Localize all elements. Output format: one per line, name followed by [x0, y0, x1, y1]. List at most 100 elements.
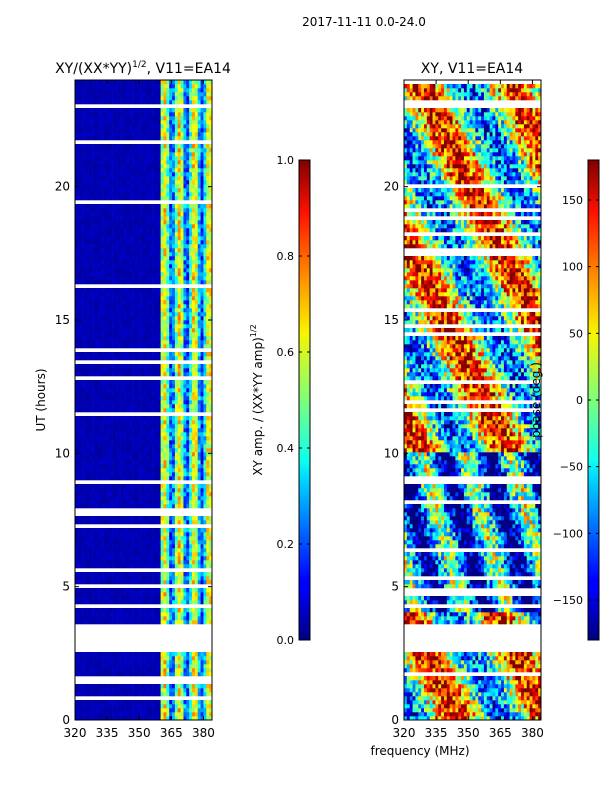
heatmap-cell	[112, 224, 115, 228]
heatmap-cell	[189, 276, 192, 280]
heatmap-cell	[124, 616, 127, 620]
heatmap-cell	[81, 564, 84, 568]
heatmap-cell	[126, 288, 129, 292]
heatmap-cell	[163, 300, 166, 304]
heatmap-cell	[198, 556, 201, 560]
heatmap-cell	[84, 232, 87, 236]
heatmap-cell	[81, 532, 84, 536]
heatmap-cell	[155, 456, 158, 460]
heatmap-cell	[138, 440, 141, 444]
heatmap-cell	[198, 520, 201, 524]
heatmap-cell	[106, 272, 109, 276]
heatmap-cell	[84, 656, 87, 660]
heatmap-cell	[155, 576, 158, 580]
heatmap-cell	[158, 600, 161, 604]
heatmap-cell	[78, 280, 81, 284]
heatmap-cell	[135, 556, 138, 560]
heatmap-cell	[81, 272, 84, 276]
heatmap-cell	[201, 588, 204, 592]
heatmap-cell	[138, 424, 141, 428]
heatmap-cell	[109, 660, 112, 664]
heatmap-cell	[86, 320, 89, 324]
heatmap-cell	[115, 432, 118, 436]
heatmap-cell	[92, 672, 95, 676]
heatmap-cell	[95, 612, 98, 616]
heatmap-cell	[135, 280, 138, 284]
heatmap-cell	[78, 616, 81, 620]
heatmap-cell	[183, 396, 186, 400]
heatmap-cell	[95, 240, 98, 244]
heatmap-cell	[101, 244, 104, 248]
heatmap-cell	[166, 372, 169, 376]
heatmap-cell	[126, 216, 129, 220]
heatmap-cell	[181, 436, 184, 440]
heatmap-cell	[158, 660, 161, 664]
heatmap-cell	[132, 268, 135, 272]
heatmap-cell	[104, 404, 107, 408]
heatmap-cell	[98, 344, 101, 348]
heatmap-cell	[101, 444, 104, 448]
heatmap-cell	[186, 548, 189, 552]
heatmap-cell	[203, 556, 206, 560]
heatmap-cell	[101, 520, 104, 524]
heatmap-cell	[81, 232, 84, 236]
heatmap-cell	[186, 704, 189, 708]
heatmap-cell	[104, 320, 107, 324]
heatmap-cell	[106, 340, 109, 344]
heatmap-cell	[161, 488, 164, 492]
heatmap-cell	[129, 368, 132, 372]
heatmap-cell	[95, 700, 98, 704]
heatmap-cell	[206, 552, 209, 556]
heatmap-cell	[181, 536, 184, 540]
heatmap-cell	[92, 540, 95, 544]
heatmap-cell	[121, 600, 124, 604]
heatmap-cell	[195, 552, 198, 556]
heatmap-cell	[149, 572, 152, 576]
heatmap-cell	[203, 684, 206, 688]
heatmap-cell	[183, 452, 186, 456]
heatmap-cell	[155, 452, 158, 456]
heatmap-cell	[206, 224, 209, 228]
heatmap-cell	[175, 416, 178, 420]
heatmap-cell	[189, 320, 192, 324]
heatmap-cell	[132, 404, 135, 408]
heatmap-cell	[186, 268, 189, 272]
heatmap-cell	[126, 544, 129, 548]
heatmap-cell	[95, 248, 98, 252]
heatmap-cell	[166, 216, 169, 220]
heatmap-cell	[169, 496, 172, 500]
heatmap-cell	[155, 324, 158, 328]
heatmap-cell	[118, 368, 121, 372]
heatmap-cell	[198, 608, 201, 612]
heatmap-cell	[118, 268, 121, 272]
heatmap-cell	[175, 356, 178, 360]
heatmap-cell	[172, 528, 175, 532]
heatmap-cell	[115, 352, 118, 356]
heatmap-cell	[172, 464, 175, 468]
heatmap-cell	[192, 320, 195, 324]
heatmap-cell	[104, 704, 107, 708]
heatmap-cell	[115, 356, 118, 360]
heatmap-cell	[152, 608, 155, 612]
heatmap-cell	[201, 400, 204, 404]
heatmap-cell	[152, 548, 155, 552]
heatmap-cell	[104, 472, 107, 476]
heatmap-cell	[129, 660, 132, 664]
heatmap-cell	[192, 396, 195, 400]
heatmap-cell	[121, 280, 124, 284]
heatmap-cell	[198, 468, 201, 472]
heatmap-cell	[121, 344, 124, 348]
heatmap-cell	[135, 384, 138, 388]
heatmap-cell	[132, 492, 135, 496]
heatmap-cell	[109, 672, 112, 676]
heatmap-cell	[146, 408, 149, 412]
heatmap-cell	[124, 424, 127, 428]
heatmap-cell	[98, 252, 101, 256]
heatmap-cell	[172, 364, 175, 368]
heatmap-cell	[146, 264, 149, 268]
heatmap-cell	[112, 392, 115, 396]
heatmap-cell	[81, 380, 84, 384]
heatmap-cell	[163, 336, 166, 340]
heatmap-cell	[92, 660, 95, 664]
heatmap-cell	[144, 576, 147, 580]
